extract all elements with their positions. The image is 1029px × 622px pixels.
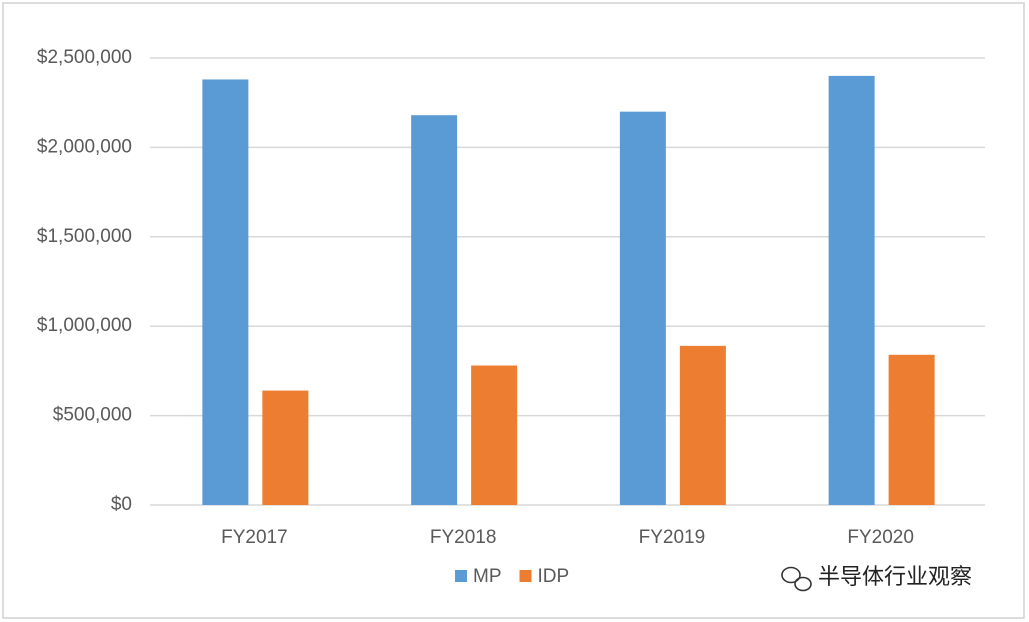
y-tick-label: $0 bbox=[111, 494, 132, 515]
y-tick-label: $500,000 bbox=[53, 405, 132, 426]
y-tick-label: $1,500,000 bbox=[37, 226, 132, 247]
watermark-icon bbox=[781, 566, 812, 592]
x-tick-label: FY2017 bbox=[221, 527, 288, 548]
bar bbox=[679, 345, 726, 505]
legend-swatch bbox=[455, 570, 467, 582]
x-tick-label: FY2019 bbox=[639, 527, 706, 548]
y-tick-label: $2,000,000 bbox=[37, 136, 132, 157]
bar bbox=[828, 75, 875, 505]
legend-label: IDP bbox=[538, 566, 570, 587]
y-tick-label: $2,500,000 bbox=[37, 47, 132, 68]
bar bbox=[619, 111, 666, 505]
y-tick-label: $1,000,000 bbox=[37, 315, 132, 336]
x-tick-label: FY2020 bbox=[847, 527, 914, 548]
legend-swatch bbox=[519, 570, 532, 582]
bar bbox=[202, 79, 249, 506]
watermark: 半导体行业观察 bbox=[818, 564, 972, 589]
legend-label: MP bbox=[473, 566, 502, 587]
bar bbox=[471, 365, 518, 505]
x-tick-label: FY2018 bbox=[430, 527, 497, 548]
bar bbox=[888, 354, 935, 505]
bar bbox=[262, 390, 309, 505]
bar bbox=[411, 115, 458, 505]
